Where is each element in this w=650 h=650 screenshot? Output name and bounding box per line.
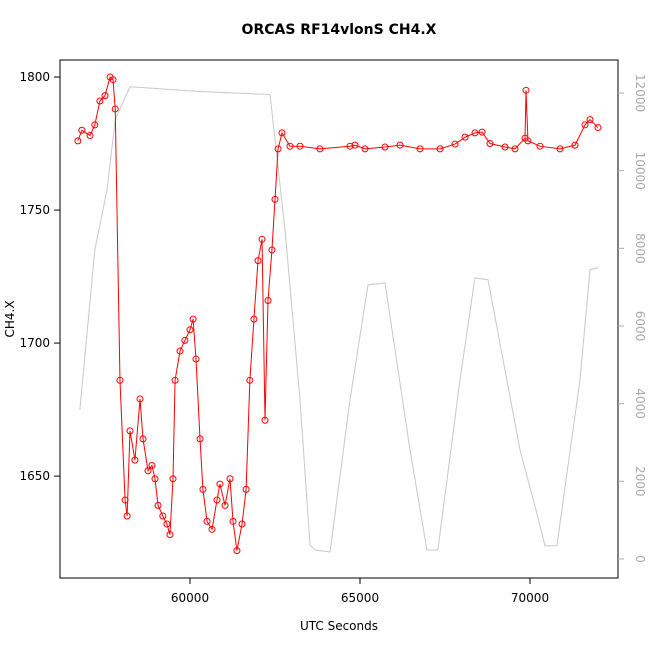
- data-point: [471, 129, 479, 137]
- data-point: [594, 124, 602, 132]
- y-tick-label: 1700: [19, 336, 50, 350]
- data-point: [261, 416, 269, 424]
- data-point: [271, 195, 279, 203]
- data-point: [416, 145, 424, 153]
- data-point: [396, 141, 404, 149]
- data-point: [571, 141, 579, 149]
- data-point: [148, 461, 156, 469]
- data-point: [86, 132, 94, 140]
- data-point: [78, 126, 86, 134]
- data-point: [278, 129, 286, 137]
- data-point: [522, 86, 530, 94]
- data-point: [101, 92, 109, 100]
- data-point: [221, 501, 229, 509]
- chart-title: ORCAS RF14vlonS CH4.X: [242, 22, 437, 38]
- data-point: [208, 525, 216, 533]
- data-point: [176, 347, 184, 355]
- x-tick-label: 70000: [511, 591, 549, 605]
- data-point: [233, 547, 241, 555]
- data-point: [226, 475, 234, 483]
- data-point: [163, 520, 171, 528]
- x-axis-label: UTC Seconds: [300, 619, 378, 633]
- data-point: [242, 485, 250, 493]
- data-point: [316, 145, 324, 153]
- data-point: [511, 145, 519, 153]
- data-point: [91, 121, 99, 129]
- data-point: [196, 435, 204, 443]
- data-point: [286, 142, 294, 150]
- data-point: [189, 315, 197, 323]
- y2-tick-label: 10000: [633, 152, 647, 190]
- data-point: [126, 427, 134, 435]
- data-point: [238, 520, 246, 528]
- data-point: [96, 97, 104, 105]
- data-point: [166, 531, 174, 539]
- data-point: [381, 143, 389, 151]
- data-point: [139, 435, 147, 443]
- data-point: [169, 475, 177, 483]
- data-point: [478, 128, 486, 136]
- data-point: [74, 137, 82, 145]
- data-point: [486, 140, 494, 148]
- data-point: [501, 143, 509, 151]
- data-point: [586, 116, 594, 124]
- data-point: [461, 133, 469, 141]
- data-point: [351, 141, 359, 149]
- data-point: [536, 142, 544, 150]
- data-point: [361, 145, 369, 153]
- y-tick-label: 1800: [19, 70, 50, 84]
- y2-tick-label: 8000: [633, 233, 647, 264]
- data-point: [250, 315, 258, 323]
- y-tick-label: 1750: [19, 203, 50, 217]
- x-tick-label: 65000: [341, 591, 379, 605]
- data-point: [131, 456, 139, 464]
- data-point: [109, 76, 117, 84]
- data-point: [192, 355, 200, 363]
- x-tick-label: 60000: [171, 591, 209, 605]
- data-point: [203, 517, 211, 525]
- data-point: [524, 137, 532, 145]
- data-point: [159, 512, 167, 520]
- data-point: [346, 142, 354, 150]
- y-axis-label: CH4.X: [3, 300, 17, 337]
- data-point: [181, 336, 189, 344]
- series-line: [79, 86, 599, 553]
- data-point: [151, 475, 159, 483]
- data-point: [556, 145, 564, 153]
- data-point: [246, 376, 254, 384]
- data-point: [171, 376, 179, 384]
- data-point: [116, 376, 124, 384]
- series-line: [77, 76, 599, 551]
- data-point: [154, 501, 162, 509]
- data-point: [216, 480, 224, 488]
- data-point: [254, 257, 262, 265]
- data-point: [436, 145, 444, 153]
- data-point: [264, 297, 272, 305]
- data-point: [229, 517, 237, 525]
- data-point: [296, 142, 304, 150]
- data-point: [258, 235, 266, 243]
- y2-tick-label: 6000: [633, 311, 647, 342]
- y2-tick-label: 12000: [633, 74, 647, 112]
- data-point: [123, 512, 131, 520]
- data-point: [213, 496, 221, 504]
- y2-tick-label: 2000: [633, 466, 647, 497]
- data-point: [451, 140, 459, 148]
- data-point: [121, 496, 129, 504]
- data-point: [199, 485, 207, 493]
- data-point: [111, 105, 119, 113]
- data-point: [186, 326, 194, 334]
- data-point: [274, 145, 282, 153]
- data-point: [144, 467, 152, 475]
- data-point: [136, 395, 144, 403]
- plot-box: [59, 59, 619, 579]
- data-point: [581, 121, 589, 129]
- y-tick-label: 1650: [19, 469, 50, 483]
- data-point: [268, 246, 276, 254]
- y2-tick-label: 4000: [633, 388, 647, 419]
- y2-tick-label: 0: [633, 555, 647, 563]
